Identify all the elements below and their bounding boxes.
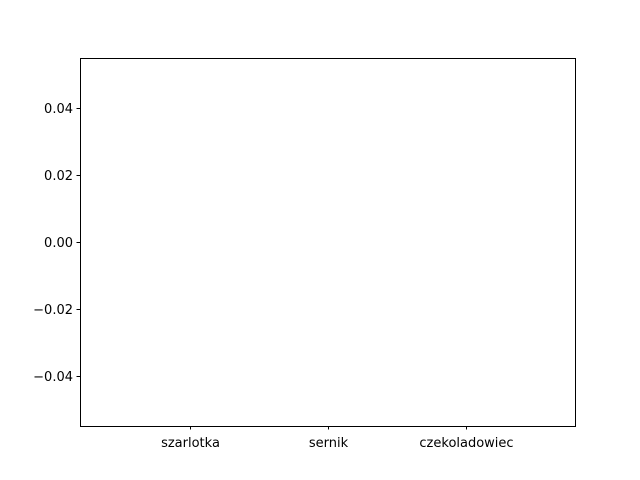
- y-tick-label: −0.02: [33, 303, 73, 318]
- y-tick-label: 0.00: [44, 236, 73, 251]
- y-tick-label: 0.02: [44, 169, 73, 184]
- x-tick-label-sernik: sernik: [309, 436, 349, 451]
- x-tick-label-szarlotka: szarlotka: [161, 436, 220, 451]
- x-axis: szarlotka sernik czekoladowiec: [161, 426, 514, 451]
- x-tick-label-czekoladowiec: czekoladowiec: [419, 436, 513, 451]
- y-tick-label: 0.04: [44, 102, 73, 117]
- y-axis: 0.04 0.02 0.00 −0.02 −0.04: [33, 102, 80, 385]
- y-tick-label: −0.04: [33, 370, 73, 385]
